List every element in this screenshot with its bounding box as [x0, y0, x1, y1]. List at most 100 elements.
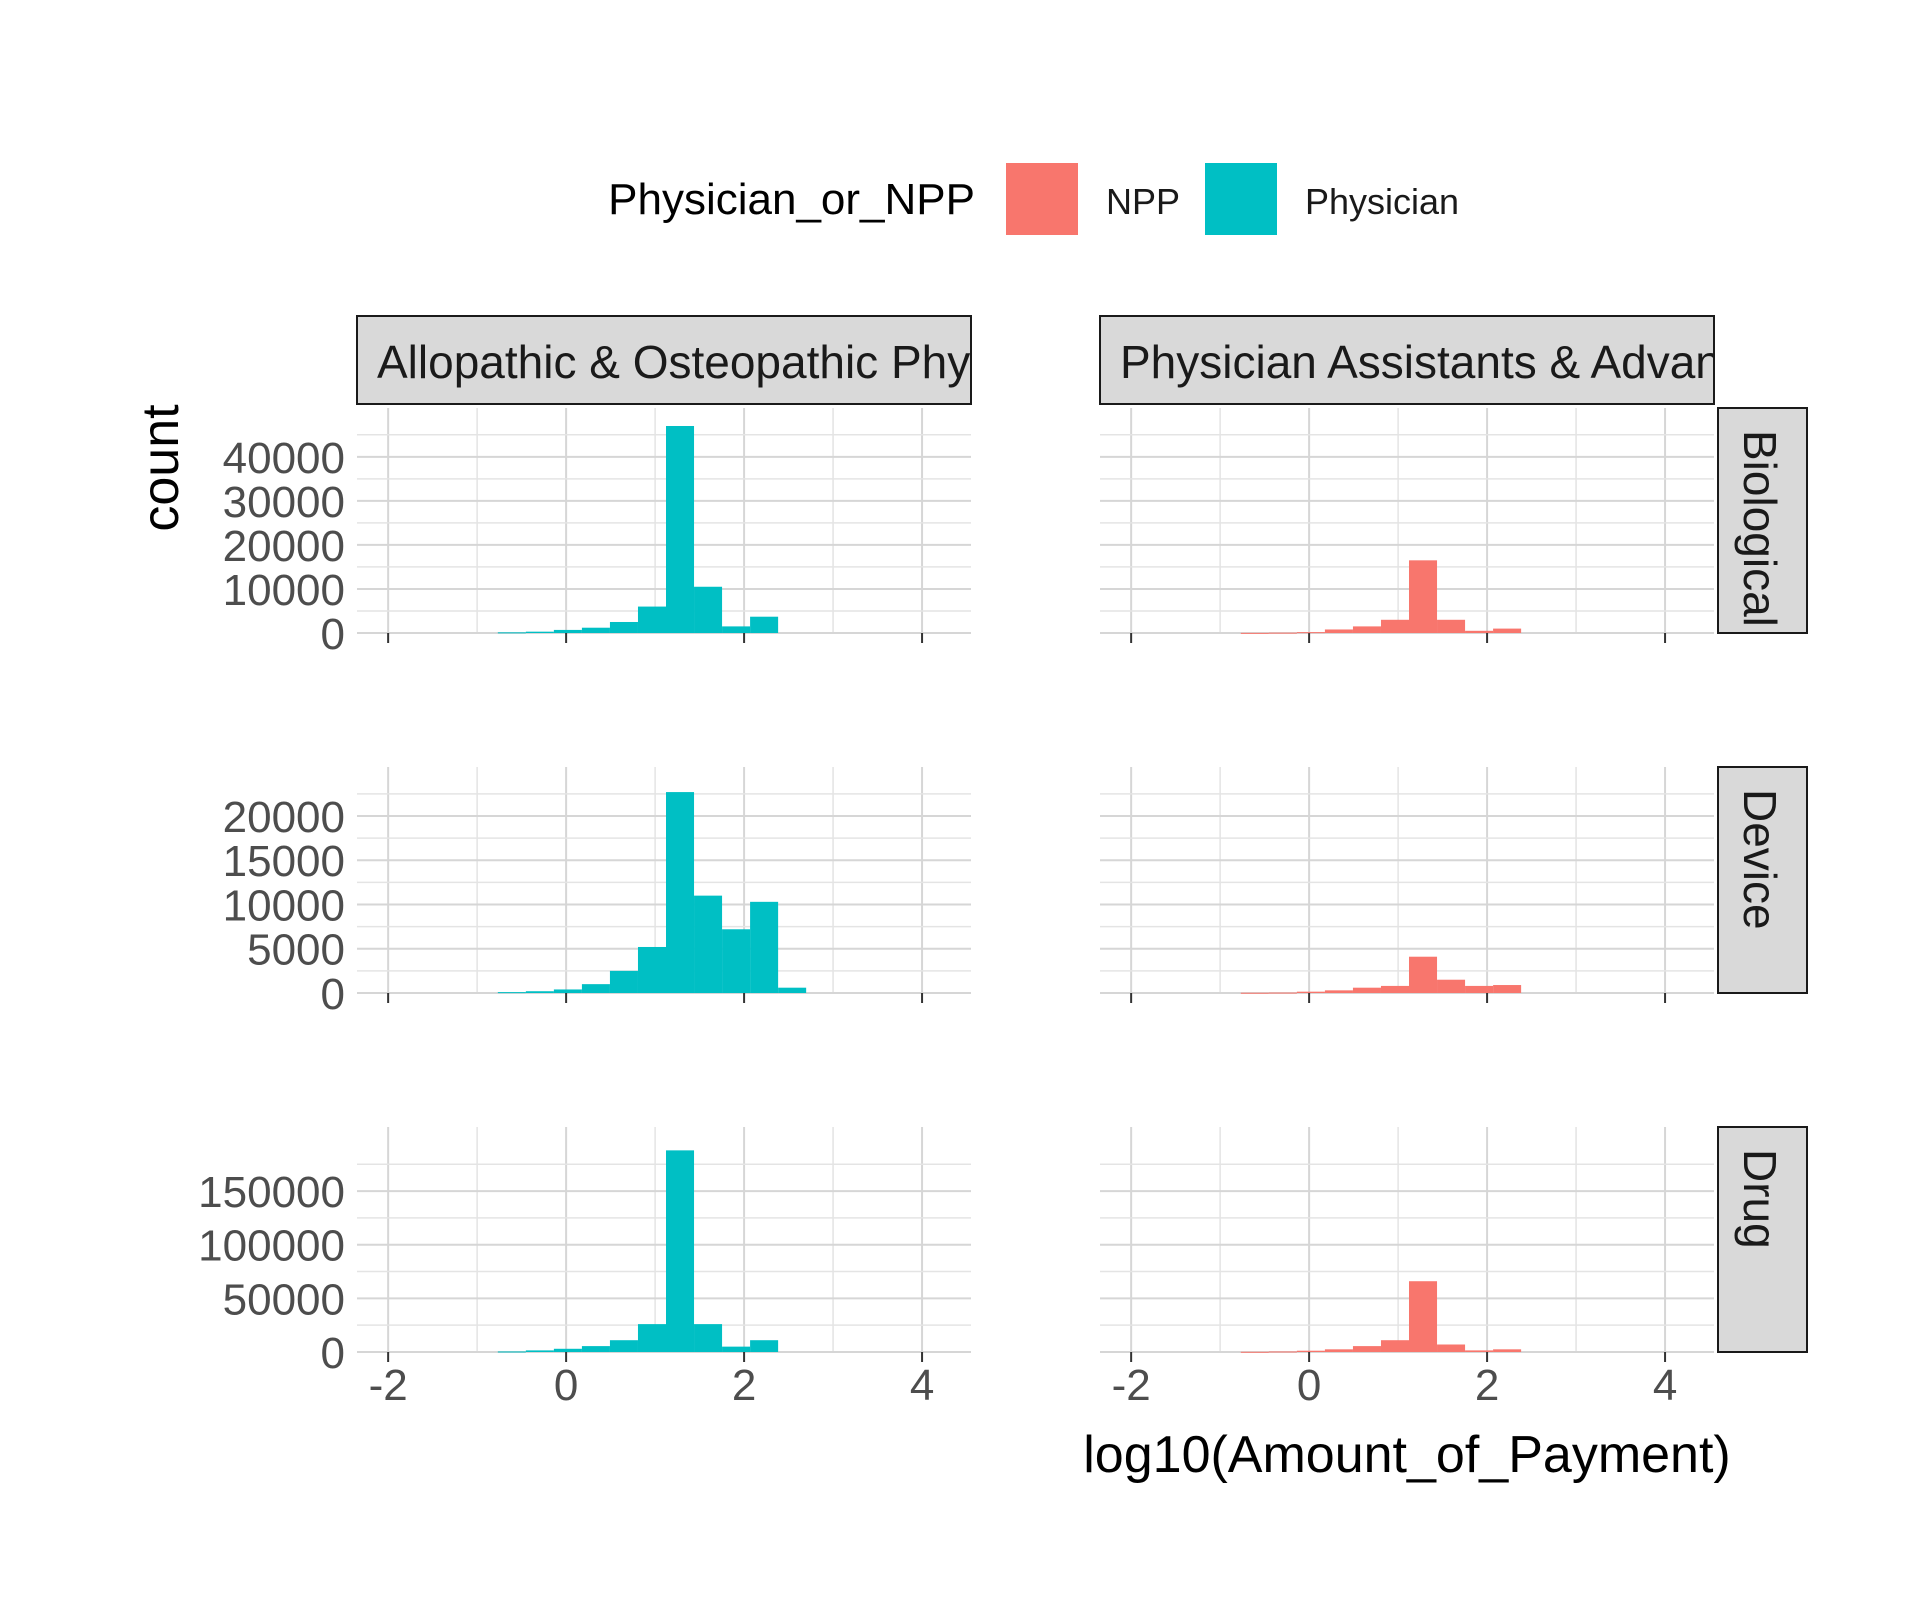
x-tick-label: 2	[1475, 1361, 1499, 1410]
x-axis-title: log10(Amount_of_Payment)	[1083, 1426, 1731, 1484]
histogram-bar	[722, 626, 751, 633]
y-tick-label: 0	[321, 1329, 345, 1378]
histogram-bar	[1240, 632, 1269, 634]
histogram-bar	[1352, 987, 1381, 993]
histogram-bar	[1465, 630, 1494, 633]
bars-npp	[1240, 560, 1522, 634]
histogram-bar	[1437, 979, 1466, 993]
row-strip-label: Biological	[1734, 430, 1786, 627]
legend-label-npp: NPP	[1106, 181, 1180, 222]
row-strip-label: Drug	[1734, 1149, 1786, 1249]
column-strip-1: Allopathic & Osteopathic Phys	[356, 315, 993, 405]
x-tick-label: 4	[1653, 1361, 1677, 1410]
legend-label-physician: Physician	[1305, 181, 1459, 222]
legend-entries: NPP Physician	[1006, 163, 1459, 235]
histogram-bar	[1465, 985, 1494, 993]
histogram-bar	[666, 1150, 695, 1352]
histogram-bar	[1409, 956, 1438, 993]
y-tick-label: 30000	[223, 478, 345, 527]
row-strip-device: Device	[1717, 766, 1808, 994]
histogram-bar	[1324, 990, 1353, 993]
histogram-bar	[694, 1324, 723, 1352]
y-tick-label: 15000	[223, 837, 345, 886]
histogram-bar	[553, 629, 582, 633]
histogram-bar	[1240, 1351, 1269, 1353]
panel-drug-col1	[357, 1127, 971, 1362]
histogram-bar	[750, 616, 779, 633]
column-strip-2: Physician Assistants & Advanc	[1099, 315, 1744, 405]
histogram-bar	[497, 1351, 526, 1353]
panel-drug-col2	[1100, 1127, 1714, 1362]
histogram-bar	[1240, 992, 1269, 994]
histogram-bar	[1493, 1349, 1522, 1352]
histogram-bar	[1268, 1351, 1297, 1353]
histogram-bar	[581, 984, 610, 993]
histogram-bar	[1380, 985, 1410, 993]
bars-npp	[1240, 1281, 1522, 1353]
legend: Physician_or_NPP NPP Physician	[608, 163, 1459, 235]
x-tick-label: 0	[1297, 1361, 1321, 1410]
histogram-bar	[694, 586, 723, 633]
x-tick-label: 2	[732, 1361, 756, 1410]
histogram-bar	[609, 621, 638, 633]
y-tick-label: 5000	[247, 926, 345, 975]
histogram-bar	[637, 946, 667, 993]
y-axis-title: count	[132, 404, 190, 532]
row-strip-drug: Drug	[1717, 1126, 1808, 1353]
column-strip-label: Physician Assistants & Advanc	[1120, 336, 1744, 388]
bars-physician	[497, 426, 779, 634]
histogram-bar	[553, 989, 582, 993]
row-strip-biological: Biological	[1717, 407, 1808, 634]
column-strip-label: Allopathic & Osteopathic Phys	[377, 336, 993, 388]
histogram-bar	[1493, 628, 1522, 633]
histogram-bar	[553, 1348, 582, 1352]
histogram-bar	[525, 631, 554, 633]
histogram-bar	[581, 627, 610, 633]
y-tick-label: 10000	[223, 881, 345, 930]
legend-key-physician	[1205, 163, 1277, 235]
bars-npp	[1240, 956, 1522, 994]
y-tick-label: 0	[321, 970, 345, 1019]
x-tick-labels: -2 0 2 4 -2 0 2 4	[369, 1361, 1678, 1410]
histogram-bar	[666, 426, 695, 633]
row-strip-label: Device	[1734, 789, 1786, 930]
y-tick-label: 0	[321, 610, 345, 659]
panel-biological-col1	[357, 408, 971, 643]
histogram-bar	[1296, 991, 1325, 993]
y-tick-label: 20000	[223, 522, 345, 571]
histogram-bar	[778, 987, 807, 993]
histogram-bar	[1296, 632, 1325, 634]
histogram-bar	[1409, 560, 1438, 633]
histogram-bar	[666, 792, 695, 993]
panel-device-col2	[1100, 767, 1714, 1003]
row-strip-box	[1717, 766, 1808, 994]
histogram-bar	[525, 991, 554, 993]
histogram-bar	[637, 1324, 667, 1352]
histogram-bar	[609, 970, 638, 993]
bars-physician	[497, 1150, 779, 1353]
panel-biological-col2	[1100, 408, 1714, 643]
column-strip-box	[1099, 315, 1715, 405]
y-tick-label: 10000	[223, 566, 345, 615]
histogram-bar	[1268, 992, 1297, 994]
histogram-bar	[581, 1346, 610, 1352]
y-tick-label: 150000	[198, 1168, 345, 1217]
facet-panels: Allopathic & Osteopathic Phys Physician A…	[198, 315, 1808, 1410]
histogram-bar	[1380, 619, 1410, 633]
histogram-bar	[1465, 1350, 1494, 1352]
y-tick-label: 50000	[223, 1275, 345, 1324]
histogram-bar	[1324, 629, 1353, 633]
histogram-bar	[1296, 1350, 1325, 1352]
row-strip-box	[1717, 407, 1808, 634]
histogram-bar	[750, 901, 779, 993]
x-tick-label: -2	[1112, 1361, 1151, 1410]
histogram-bar	[1437, 1344, 1466, 1352]
histogram-bar	[694, 895, 723, 993]
histogram-bar	[722, 1346, 751, 1352]
panel-device-col1	[357, 767, 971, 1003]
histogram-bar	[1324, 1349, 1353, 1352]
